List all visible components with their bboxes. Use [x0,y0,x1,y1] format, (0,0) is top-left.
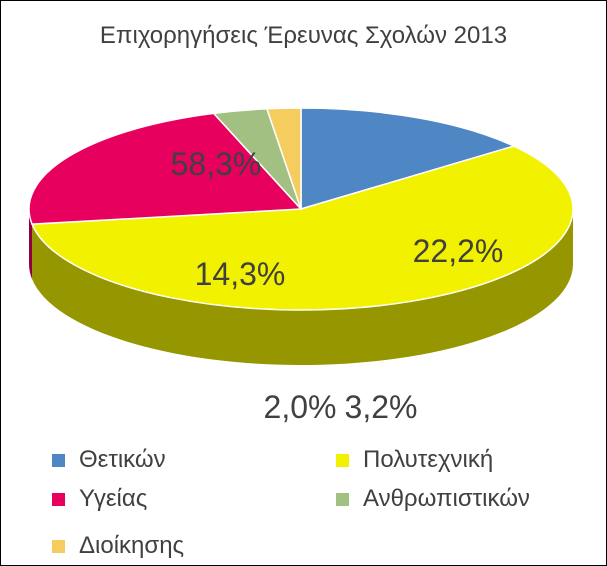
pie-sides [29,209,573,365]
pie-side-πολυτεχνικη [32,209,573,365]
data-label-θετικων: 14,3% [195,256,286,292]
data-label-υγειας: 22,2% [413,233,504,269]
data-label-πολυτεχνικη: 58,3% [171,146,262,182]
data-label-διοικησης: 2,0% [264,389,337,425]
data-label-ανθρωπιστικων: 3,2% [345,389,418,425]
pie-slice-διοικησης [265,107,302,210]
pie-slice-θετικων [300,107,516,211]
chart-title: Επιχορηγήσεις Έρευνας Σχολών 2013 [99,22,508,49]
pie-tops [28,107,574,311]
pie-slice-υγειας [28,112,303,225]
pie-side-υγειας [29,209,33,280]
pie-slice-πολυτεχνικη [30,145,574,311]
